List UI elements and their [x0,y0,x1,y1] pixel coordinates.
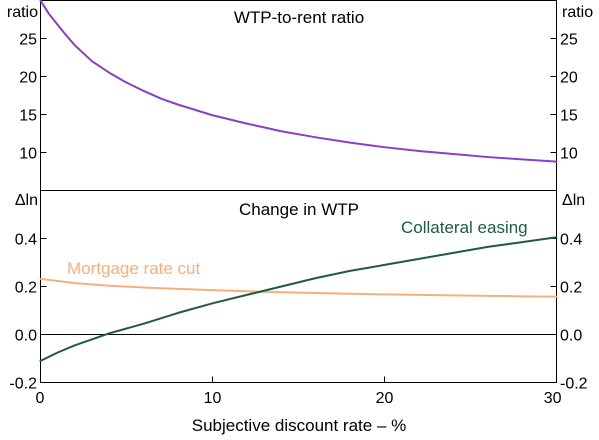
y-tick-label-right-1-1: 0.0 [560,328,582,345]
y-tick-label-right-0-2: 20 [560,70,578,87]
y-tick-label-left-0-2: 20 [19,70,37,87]
y-tick-label-right-0-1: 15 [560,108,578,125]
y-tick-label-right-0-3: 25 [560,32,578,49]
y-tick-label-right-1-3: 0.4 [560,232,582,249]
top-panel-title: WTP-to-rent ratio [234,8,364,27]
bottom-right-unit-label: Δln [562,192,585,209]
y-tick-label-right-1-2: 0.2 [560,280,582,297]
bottom-panel-title: Change in WTP [239,200,359,219]
x-axis-label: Subjective discount rate – % [192,416,407,435]
bottom-left-unit-label: Δln [15,192,38,209]
mortgage-rate-cut-label: Mortgage rate cut [67,259,201,278]
y-tick-label-right-1-0: -0.2 [560,376,588,393]
top-panel-frame [40,0,557,191]
y-tick-label-right-0-0: 10 [560,146,578,163]
x-tick-label-0: 0 [36,390,45,407]
x-tick-label-1: 10 [204,390,222,407]
y-tick-label-left-0-0: 10 [19,146,37,163]
y-tick-label-left-1-0: -0.2 [9,376,37,393]
top-left-unit-label: ratio [7,4,38,21]
y-tick-label-left-1-2: 0.2 [15,280,37,297]
y-tick-label-left-0-3: 25 [19,32,37,49]
x-tick-label-3: 30 [544,390,562,407]
y-tick-label-left-0-1: 15 [19,108,37,125]
series-line-1-1 [39,236,558,362]
y-tick-label-left-1-3: 0.4 [15,232,37,249]
y-tick-label-left-1-1: 0.0 [15,328,37,345]
series-line-0-0 [39,0,558,163]
top-right-unit-label: ratio [562,4,593,21]
series-line-1-0 [39,277,558,298]
chart-marks: 10 10 15 15 20 20 25 25 -0.2 -0.2 0.0 0.0 0.2 0.2 0.4 0… [9,0,588,407]
collateral-easing-label: Collateral easing [401,218,528,237]
x-tick-label-2: 20 [376,390,394,407]
